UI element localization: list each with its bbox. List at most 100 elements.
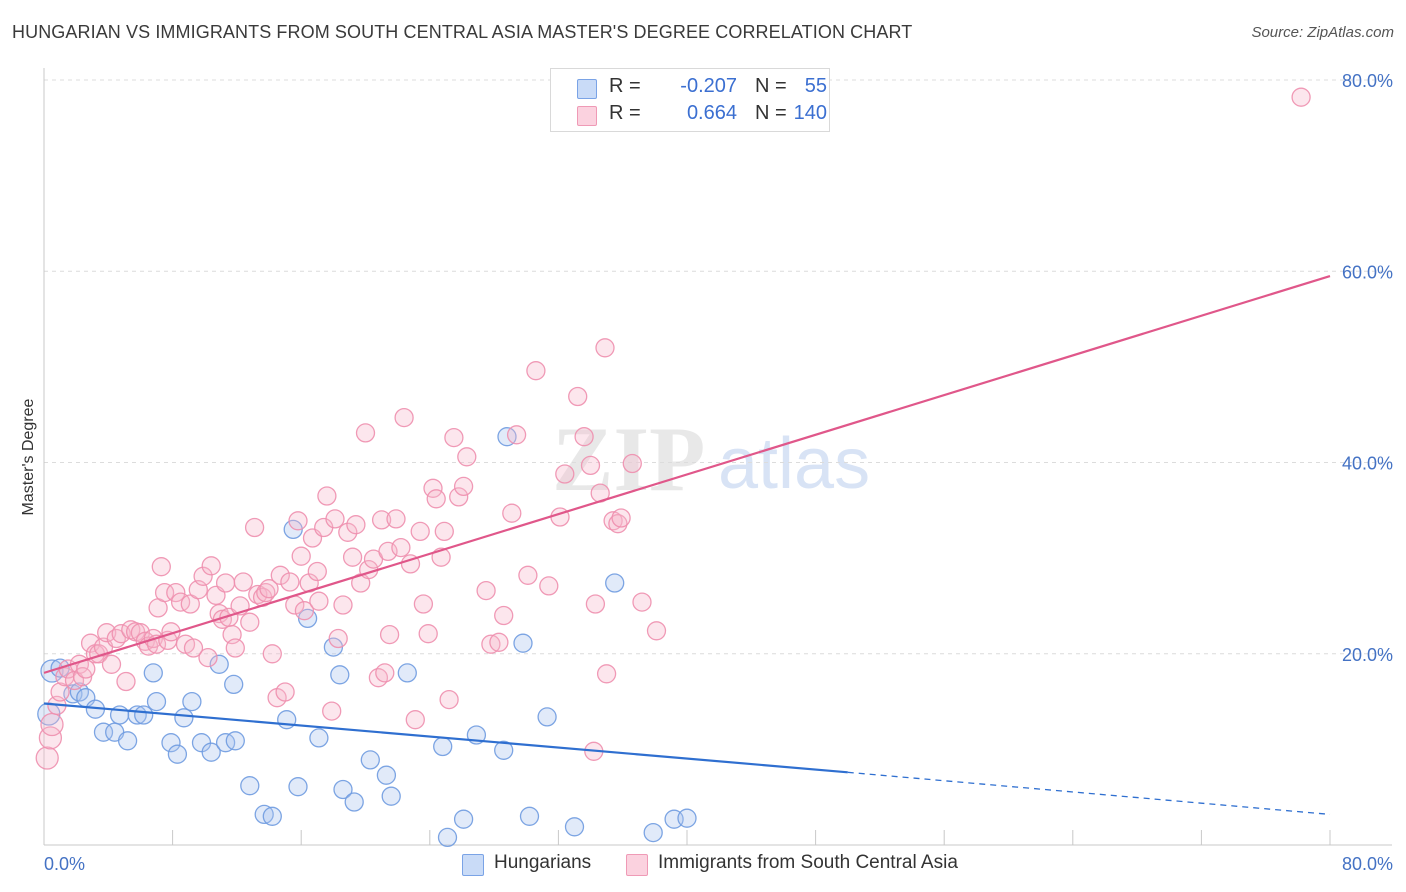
immigrant-point: [506, 425, 527, 445]
immigrant-point: [259, 579, 279, 599]
axes: [43, 68, 1392, 846]
immigrant-point: [555, 464, 575, 484]
immigrant-point: [342, 547, 363, 567]
immigrant-point: [574, 427, 594, 447]
bottom-legend-swatch-hungarians: [462, 854, 484, 876]
immigrant-point: [494, 605, 514, 626]
immigrant-point: [646, 621, 667, 641]
immigrant-point: [294, 601, 315, 621]
immigrant-point: [434, 521, 454, 542]
immigrant-point: [371, 510, 392, 530]
immigrant-point: [632, 592, 652, 612]
hungarian-point: [143, 663, 163, 683]
y-tick-label: 40.0%: [1342, 454, 1393, 474]
x-tick-label: 0.0%: [44, 854, 85, 874]
legend-r-value: 0.664: [686, 102, 737, 124]
immigrant-point: [198, 647, 218, 668]
bottom-legend-label: Immigrants from South Central Asia: [658, 852, 958, 873]
hungarian-point: [201, 742, 221, 762]
immigrant-point: [418, 624, 438, 644]
y-tick-label: 80.0%: [1342, 71, 1393, 91]
immigrant-point: [596, 664, 617, 684]
legend-r-label: R =: [609, 102, 641, 124]
hungarian-point: [437, 827, 458, 848]
immigrant-point: [439, 689, 459, 710]
hungarian-point: [309, 728, 329, 748]
immigrant-point: [275, 682, 295, 702]
hungarian-point: [519, 806, 540, 826]
immigrant-point: [97, 623, 117, 643]
y-tick-label: 20.0%: [1342, 645, 1393, 665]
hungarian-trend-line: [43, 702, 848, 774]
hungarian-point: [215, 733, 236, 753]
watermark-atlas: atlas: [718, 424, 870, 504]
immigrant-point: [394, 407, 414, 428]
immigrant-point: [111, 624, 131, 644]
hungarian-point: [117, 731, 138, 751]
hungarian-point: [93, 722, 114, 742]
immigrant-point: [379, 624, 400, 645]
hungarian-point: [174, 708, 194, 728]
legend-n-value: 55: [804, 75, 827, 97]
immigrant-point: [307, 561, 327, 582]
hungarian-point: [677, 808, 697, 828]
immigrant-point: [322, 701, 342, 721]
immigrant-point: [539, 576, 559, 596]
hungarian-point: [161, 733, 181, 753]
immigrant-point: [116, 671, 136, 692]
hungarian-point: [254, 804, 274, 825]
immigrant-point: [622, 453, 642, 474]
hungarian-point: [182, 691, 202, 712]
hungarian-point: [134, 705, 154, 725]
legend-n-value: 140: [793, 102, 827, 124]
immigrant-point: [291, 546, 311, 566]
immigrant-point: [338, 522, 358, 542]
immigrant-point: [288, 511, 308, 531]
immigrant-point: [585, 594, 606, 614]
hungarian-point: [537, 707, 557, 727]
bottom-legend-label: Hungarians: [494, 852, 592, 873]
chart-source: Source: ZipAtlas.com: [1251, 24, 1394, 41]
hungarian-point: [381, 786, 401, 806]
immigrant-point: [355, 423, 376, 443]
immigrant-point: [225, 638, 245, 658]
immigrant-point: [413, 594, 434, 614]
hungarian-point: [376, 765, 397, 785]
bottom-legend-swatch-immigrants: [626, 854, 648, 876]
trend-lines: [43, 274, 1331, 816]
immigrant-point: [391, 537, 411, 558]
hungarian-point: [288, 777, 308, 797]
hungarian-point: [224, 674, 244, 695]
immigrant-point: [502, 503, 522, 523]
immigrant-point: [151, 557, 171, 577]
immigrant-point: [580, 455, 601, 476]
hungarian-point: [605, 573, 625, 593]
immigrant-point: [453, 476, 474, 497]
immigrant-point: [325, 509, 345, 529]
legend-swatch-immigrants: [577, 106, 597, 126]
immigrant-point: [50, 682, 70, 702]
immigrant-point: [405, 710, 425, 730]
immigrant-point: [233, 572, 253, 592]
immigrant-point: [568, 386, 588, 407]
grid: [44, 79, 1392, 655]
immigrant-point: [35, 746, 59, 770]
immigrant-point: [595, 338, 615, 358]
immigrant-point: [101, 654, 122, 674]
immigrant-point: [154, 582, 175, 603]
hungarian-point: [494, 740, 514, 760]
hungarian-point: [397, 663, 417, 683]
hungarian-point: [643, 822, 663, 843]
immigrant-point: [444, 427, 464, 448]
chart-title: HUNGARIAN VS IMMIGRANTS FROM SOUTH CENTR…: [12, 22, 913, 42]
hungarian-point: [564, 817, 585, 837]
y-tick-label: 60.0%: [1342, 262, 1393, 282]
hungarian-point: [209, 654, 229, 674]
series: [35, 87, 1311, 848]
hungarian-point: [262, 806, 282, 826]
immigrant-point: [244, 517, 265, 538]
hungarian-point: [225, 731, 245, 751]
legend-r-value: -0.207: [680, 75, 737, 97]
immigrant-point: [526, 361, 546, 381]
